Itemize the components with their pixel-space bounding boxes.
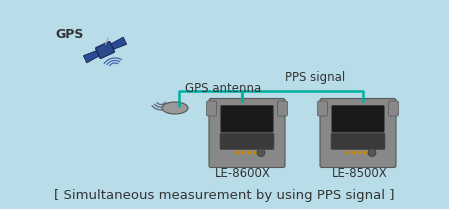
- FancyBboxPatch shape: [221, 106, 273, 132]
- Circle shape: [242, 151, 244, 154]
- Circle shape: [365, 151, 367, 154]
- Text: PPS signal: PPS signal: [285, 71, 345, 84]
- Circle shape: [359, 151, 361, 154]
- FancyBboxPatch shape: [207, 101, 216, 116]
- Circle shape: [248, 151, 250, 154]
- Polygon shape: [111, 37, 127, 49]
- Circle shape: [254, 151, 256, 154]
- Text: GPS antenna: GPS antenna: [185, 82, 261, 95]
- FancyBboxPatch shape: [388, 101, 399, 116]
- FancyBboxPatch shape: [320, 98, 396, 167]
- FancyBboxPatch shape: [209, 98, 285, 167]
- Polygon shape: [84, 51, 99, 63]
- FancyBboxPatch shape: [220, 133, 274, 149]
- FancyBboxPatch shape: [331, 133, 385, 149]
- Circle shape: [347, 151, 349, 154]
- Circle shape: [368, 149, 376, 157]
- Ellipse shape: [162, 102, 188, 114]
- FancyBboxPatch shape: [332, 106, 384, 132]
- Circle shape: [353, 151, 355, 154]
- Text: GPS: GPS: [55, 28, 84, 41]
- Text: LE-8600X: LE-8600X: [215, 167, 271, 180]
- FancyBboxPatch shape: [277, 101, 287, 116]
- FancyBboxPatch shape: [317, 101, 327, 116]
- Text: LE-8500X: LE-8500X: [332, 167, 388, 180]
- Circle shape: [236, 151, 238, 154]
- Text: [ Simultaneous measurement by using PPS signal ]: [ Simultaneous measurement by using PPS …: [54, 190, 394, 203]
- Circle shape: [257, 149, 265, 157]
- FancyBboxPatch shape: [96, 41, 114, 59]
